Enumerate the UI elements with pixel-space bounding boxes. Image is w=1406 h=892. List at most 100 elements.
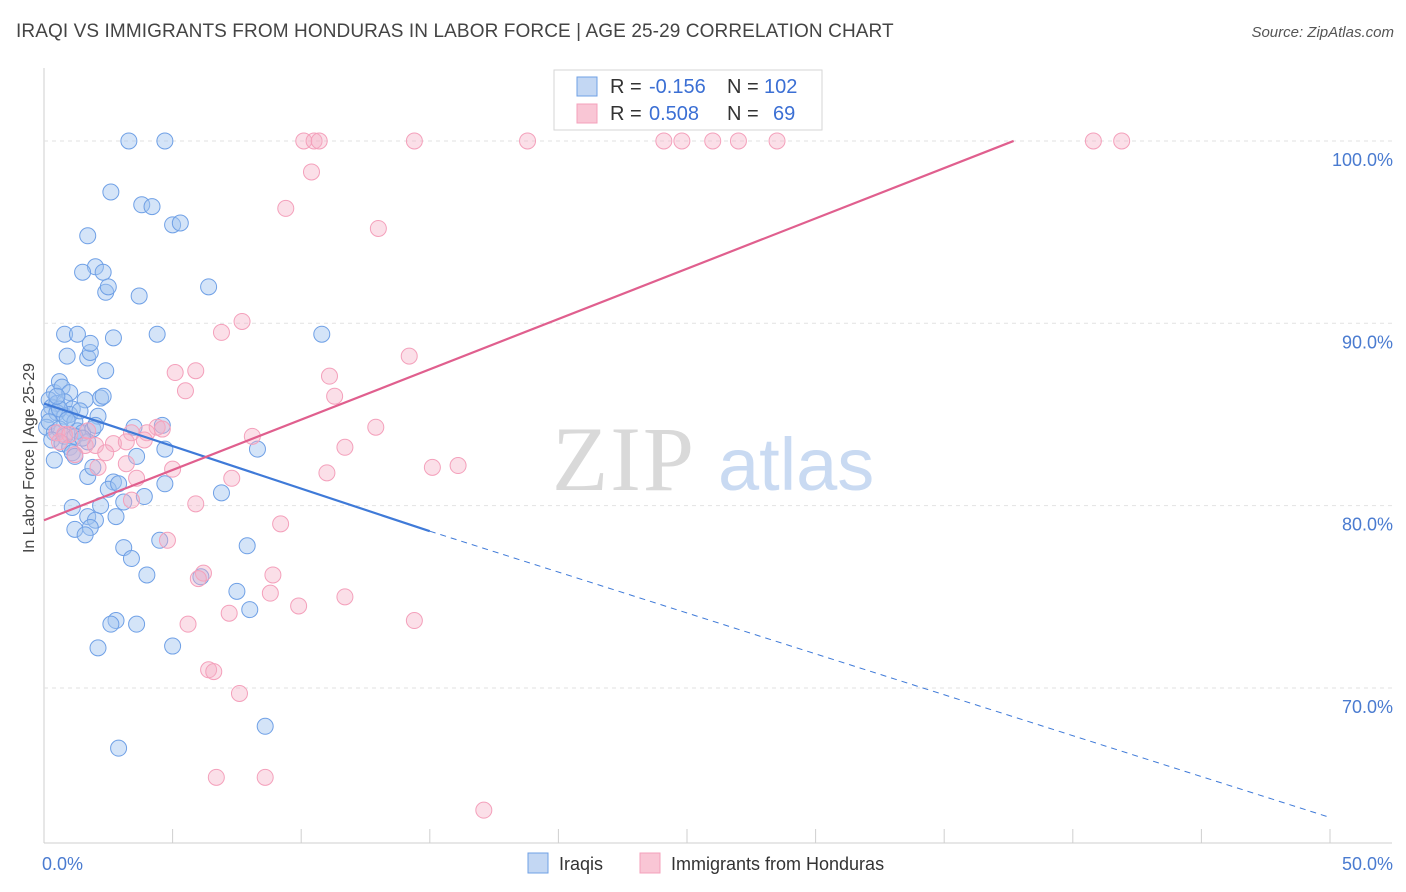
point-honduras: [729, 132, 747, 150]
point-honduras: [79, 422, 97, 440]
point-iraqis: [81, 343, 99, 361]
point-iraqis: [102, 615, 120, 633]
point-iraqis: [76, 526, 94, 544]
legend-swatch-iraqis: [576, 76, 598, 97]
point-honduras: [179, 615, 197, 633]
point-honduras: [295, 132, 313, 150]
point-iraqis: [56, 325, 74, 343]
point-iraqis: [313, 325, 331, 343]
point-honduras: [117, 455, 135, 473]
point-honduras: [117, 433, 135, 451]
legend-r-value-1: -0.156: [649, 76, 706, 98]
point-honduras: [153, 420, 171, 438]
point-iraqis: [138, 566, 156, 584]
point-iraqis: [102, 183, 120, 201]
point-iraqis: [61, 384, 79, 402]
point-iraqis: [130, 287, 148, 305]
point-iraqis: [164, 637, 182, 655]
point-honduras: [475, 801, 493, 819]
point-honduras: [704, 132, 722, 150]
legend-n-value-1: 102: [764, 76, 797, 98]
y-tick-labels: 100.0% 90.0% 80.0% 70.0%: [1332, 150, 1393, 717]
point-honduras: [187, 495, 205, 513]
point-iraqis: [248, 440, 266, 458]
point-iraqis: [128, 615, 146, 633]
point-honduras: [166, 364, 184, 382]
stats-legend: R = -0.156 N = 102 R = 0.508 N = 69: [553, 69, 823, 131]
point-iraqis: [256, 717, 274, 735]
point-iraqis: [228, 582, 246, 600]
watermark-zip: ZIP: [552, 408, 696, 510]
point-iraqis: [238, 537, 256, 555]
point-honduras: [290, 597, 308, 615]
point-honduras: [768, 132, 786, 150]
point-honduras: [673, 132, 691, 150]
point-honduras: [320, 367, 338, 385]
legend-r-label-1: R =: [610, 76, 642, 98]
point-honduras: [369, 219, 387, 237]
point-iraqis: [135, 488, 153, 506]
point-honduras: [310, 132, 328, 150]
legend-n-label-1: N =: [727, 76, 759, 98]
point-iraqis: [156, 132, 174, 150]
legend-n-label-2: N =: [727, 103, 759, 125]
point-iraqis: [79, 227, 97, 245]
point-iraqis: [241, 601, 259, 619]
watermark-atlas: atlas: [718, 423, 874, 506]
y-tick-label: 100.0%: [1332, 150, 1393, 170]
y-axis-label: In Labor Force | Age 25-29: [21, 363, 38, 553]
point-honduras: [318, 464, 336, 482]
point-honduras: [400, 347, 418, 365]
point-honduras: [423, 458, 441, 476]
point-honduras: [1084, 132, 1102, 150]
point-iraqis: [133, 196, 151, 214]
legend-r-label-2: R =: [610, 103, 642, 125]
x-tick-min: 0.0%: [42, 854, 83, 874]
point-iraqis: [92, 389, 110, 407]
point-iraqis: [156, 475, 174, 493]
y-tick-label: 80.0%: [1342, 515, 1393, 535]
point-honduras: [50, 433, 68, 451]
point-iraqis: [97, 362, 115, 380]
point-iraqis: [81, 334, 99, 352]
legend-r-value-2: 0.508: [649, 103, 699, 125]
point-honduras: [405, 612, 423, 630]
point-iraqis: [79, 508, 97, 526]
y-tick-label: 70.0%: [1342, 697, 1393, 717]
x-tick-max: 50.0%: [1342, 854, 1393, 874]
point-iraqis: [107, 508, 125, 526]
point-iraqis: [74, 263, 92, 281]
point-honduras: [176, 382, 194, 400]
point-honduras: [158, 531, 176, 549]
point-honduras: [89, 458, 107, 476]
point-honduras: [272, 515, 290, 533]
point-honduras: [212, 323, 230, 341]
point-honduras: [189, 570, 207, 588]
point-iraqis: [122, 550, 140, 568]
point-iraqis: [143, 198, 161, 216]
point-honduras: [230, 684, 248, 702]
legend-n-value-2: 69: [773, 103, 795, 125]
point-honduras: [449, 457, 467, 475]
point-honduras: [97, 444, 115, 462]
legend-swatch-honduras: [576, 103, 598, 124]
point-honduras: [326, 387, 344, 405]
point-honduras: [187, 362, 205, 380]
point-honduras: [367, 418, 385, 436]
point-iraqis: [110, 739, 128, 757]
series-legend-swatch-honduras: [639, 852, 661, 874]
point-iraqis: [99, 278, 117, 296]
grid-lines: [44, 140, 1392, 689]
point-honduras: [277, 199, 295, 217]
point-iraqis: [120, 132, 138, 150]
stats-legend-box: [553, 69, 823, 131]
point-honduras: [519, 132, 537, 150]
point-honduras: [405, 132, 423, 150]
series-legend: Iraqis Immigrants from Honduras: [527, 852, 884, 874]
point-honduras: [305, 132, 323, 150]
point-honduras: [205, 663, 223, 681]
point-honduras: [223, 469, 241, 487]
data-points: [38, 132, 1131, 819]
point-honduras: [264, 566, 282, 584]
